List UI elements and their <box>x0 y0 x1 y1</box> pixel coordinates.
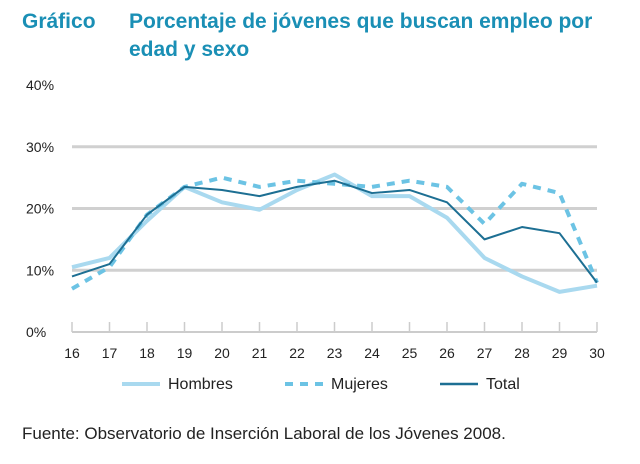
y-tick-label: 0% <box>26 324 46 340</box>
x-tick-label: 22 <box>289 345 305 361</box>
chart-title: Porcentaje de jóvenes que buscan empleo … <box>129 10 593 61</box>
y-tick-label: 40% <box>26 77 54 93</box>
line-chart: 0% 10% 20% 30% 40% 16 17 18 19 20 21 22 23 24 25 26 27 28… <box>26 77 605 393</box>
x-tick-label: 17 <box>102 345 118 361</box>
x-tick-label: 30 <box>589 345 605 361</box>
y-tick-label: 10% <box>26 262 54 278</box>
x-tick-label: 16 <box>64 345 80 361</box>
legend-label: Hombres <box>168 376 233 393</box>
x-tick-label: 27 <box>477 345 493 361</box>
x-tick-label: 29 <box>552 345 568 361</box>
y-tick-label: 20% <box>26 201 54 217</box>
series-line-hombres <box>71 172 598 294</box>
x-tick-label: 19 <box>177 345 193 361</box>
x-tick-label: 18 <box>139 345 155 361</box>
chart-label: Gráfico <box>22 10 96 33</box>
legend-label: Mujeres <box>331 376 388 393</box>
legend-label: Total <box>486 376 520 393</box>
series-line-mujeres <box>71 175 599 291</box>
x-tick-label: 26 <box>439 345 455 361</box>
y-tick-label: 30% <box>26 139 54 155</box>
x-tick-label: 24 <box>364 345 380 361</box>
x-tick-label: 28 <box>514 345 530 361</box>
x-tick-label: 20 <box>214 345 230 361</box>
x-tick-label: 21 <box>252 345 268 361</box>
x-tick-label: 25 <box>402 345 418 361</box>
x-tick-label: 23 <box>327 345 343 361</box>
source-note: Fuente: Observatorio de Inserción Labora… <box>22 424 506 443</box>
series-line-total <box>71 179 598 284</box>
